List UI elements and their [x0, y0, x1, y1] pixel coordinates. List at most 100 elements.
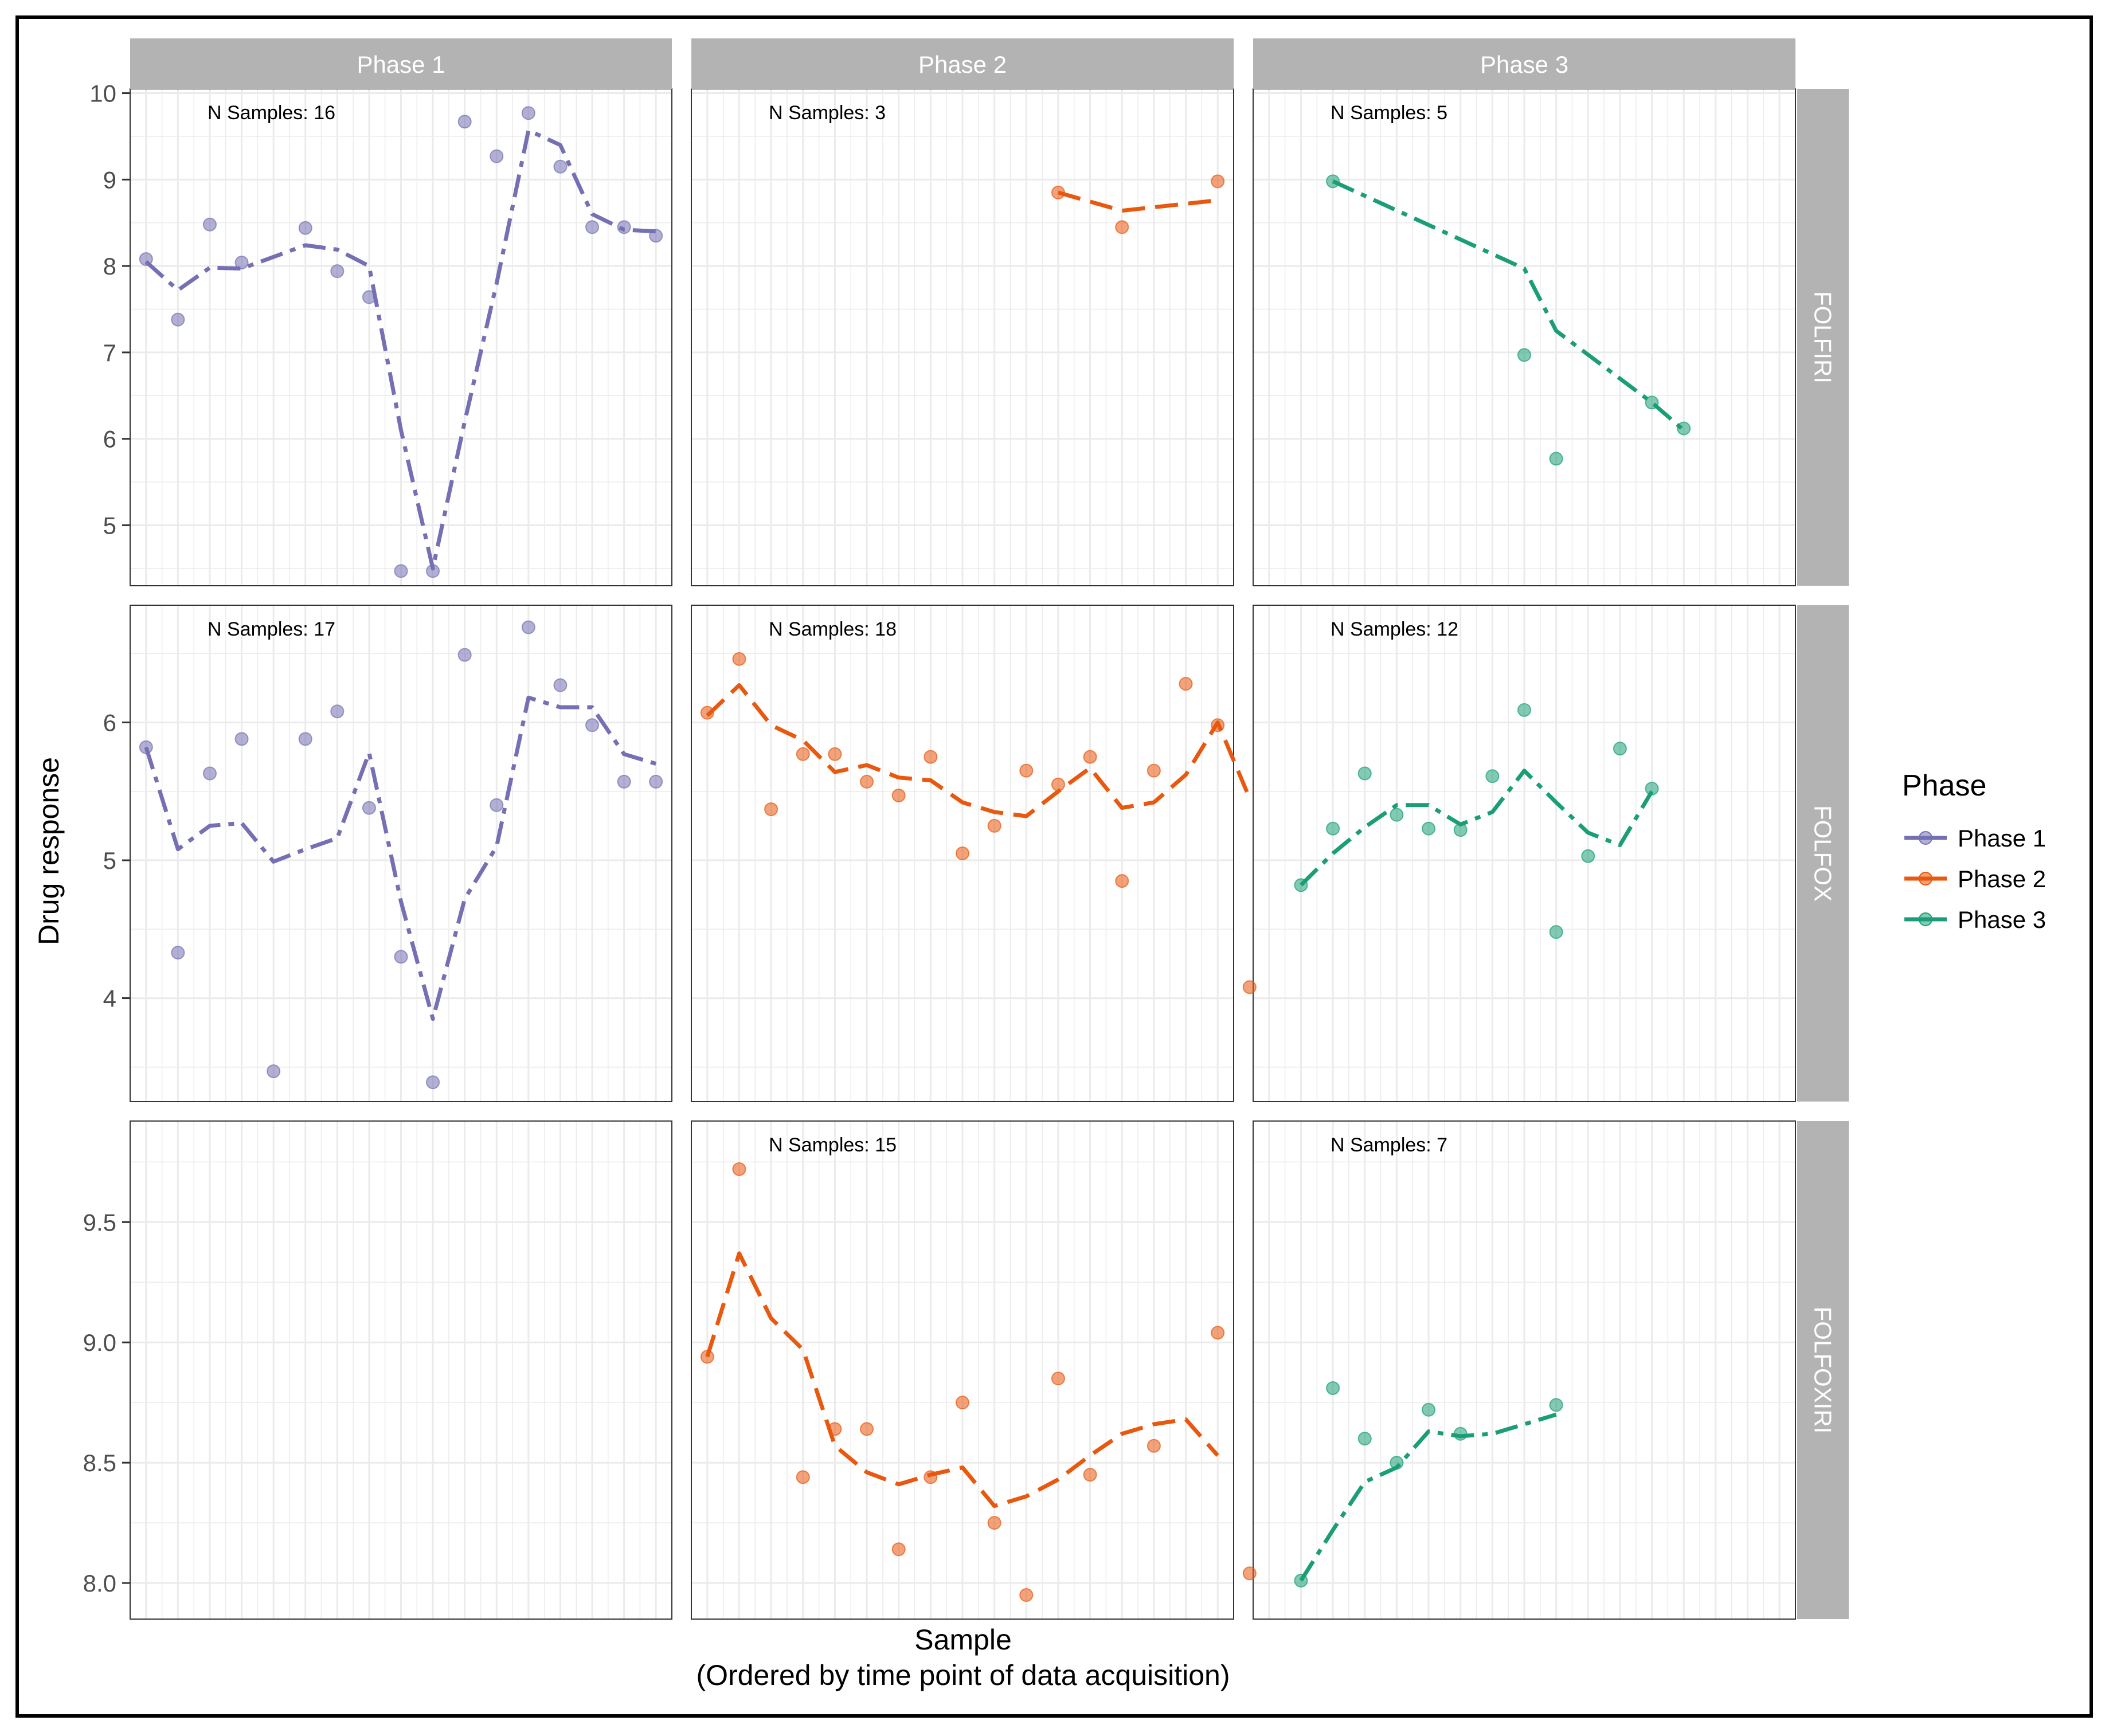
- data-point-r1-c1-9: [987, 818, 1001, 833]
- data-point-r2-c1-9: [1051, 1371, 1065, 1386]
- data-point-r1-c0-0: [139, 740, 153, 754]
- row-strip-label-1: FOLFOX: [1810, 805, 1837, 902]
- data-point-r1-c1-10: [1019, 763, 1034, 778]
- data-point-r0-c0-2: [202, 217, 217, 232]
- annotation-r1-c0: N Samples: 17: [208, 618, 335, 640]
- row-strip-2: [1797, 1121, 1849, 1619]
- data-point-r1-c2-4: [1422, 821, 1436, 836]
- panel-data-r2-c1: N Samples: 15: [700, 1134, 1257, 1602]
- data-point-r1-c2-9: [1581, 849, 1595, 863]
- y-tick-label-r1: 4: [103, 985, 116, 1012]
- data-point-r1-c0-13: [553, 678, 568, 692]
- series-line-r0-c2: [1332, 179, 1685, 432]
- data-point-r2-c1-2: [828, 1422, 842, 1436]
- row-strip-label-0: FOLFIRI: [1810, 291, 1837, 383]
- panel-r2-c1: [691, 1120, 1234, 1620]
- column-strip-1: [691, 38, 1234, 89]
- panel-data-r0-c1: N Samples: 3: [769, 102, 1225, 234]
- panel-data-r1-c0: N Samples: 17: [139, 618, 663, 1090]
- data-point-r1-c0-4: [267, 1064, 281, 1079]
- axes-layer: 5 6 7 8 9 10 4 5 6 8.0 8.5 9.0 9.5: [83, 80, 130, 1597]
- data-point-r1-c1-8: [956, 847, 969, 860]
- series-line-r0-c0: [144, 128, 656, 571]
- data-point-r1-c2-0: [1294, 878, 1308, 892]
- data-point-r2-c1-10: [1083, 1468, 1097, 1482]
- data-point-r0-c1-0: [1051, 185, 1065, 199]
- data-point-r1-c0-16: [649, 774, 663, 789]
- data-point-r2-c1-13: [1242, 1566, 1257, 1581]
- data-point-r1-c2-1: [1326, 821, 1340, 836]
- legend-label-2: Phase 3: [1958, 906, 2046, 933]
- panel-border: [691, 605, 1234, 1102]
- data-point-r1-c1-4: [828, 747, 842, 761]
- column-strip-label-1: Phase 2: [918, 51, 1007, 78]
- data-point-r1-c0-7: [362, 801, 376, 815]
- data-point-r2-c1-12: [1211, 1326, 1225, 1340]
- series-line-r1-c2: [1300, 769, 1654, 887]
- legend: Phase Phase 1 Phase 2 Phase 3: [1902, 769, 2046, 933]
- data-point-r0-c0-1: [171, 312, 185, 327]
- series-line-r2-c1: [705, 1251, 1219, 1508]
- annotation-r0-c2: N Samples: 5: [1331, 102, 1447, 124]
- y-tick-label-r0: 6: [103, 426, 116, 453]
- x-axis-sublabel: (Ordered by time point of data acquisiti…: [696, 1659, 1230, 1691]
- data-point-r1-c2-6: [1485, 769, 1500, 783]
- data-point-r1-c0-1: [171, 946, 185, 960]
- data-point-r1-c1-11: [1051, 777, 1065, 791]
- data-point-r0-c0-9: [457, 115, 472, 129]
- panel-border: [691, 1120, 1234, 1620]
- data-point-r0-c0-14: [617, 220, 631, 234]
- panel-r0-c0: [130, 88, 672, 586]
- y-tick-label-r2: 8.0: [83, 1570, 116, 1597]
- strips-layer: Phase 1 Phase 2 Phase 3 FOLFIRI FOLFOX FOLFOX…: [130, 38, 1849, 1619]
- y-tick-label-r2: 8.5: [83, 1449, 116, 1476]
- data-point-r1-c0-2: [202, 766, 217, 781]
- y-tick-label-r0: 7: [103, 339, 116, 366]
- data-point-r2-c1-7: [987, 1516, 1001, 1530]
- data-point-r0-c2-2: [1549, 452, 1563, 466]
- row-strip-1: [1797, 605, 1849, 1102]
- data-point-r2-c1-8: [1019, 1588, 1034, 1602]
- annotation-r2-c2: N Samples: 7: [1331, 1134, 1447, 1156]
- legend-label-1: Phase 2: [1958, 865, 2046, 892]
- data-point-r1-c0-10: [457, 648, 472, 662]
- column-strip-label-2: Phase 3: [1480, 51, 1568, 78]
- annotation-r1-c2: N Samples: 12: [1331, 618, 1458, 640]
- data-point-r2-c1-5: [924, 1470, 938, 1484]
- data-point-r2-c2-3: [1390, 1456, 1404, 1470]
- data-point-r1-c0-15: [617, 774, 631, 789]
- legend-title: Phase: [1902, 769, 1986, 802]
- panel-border: [130, 1120, 672, 1620]
- panel-data-r1-c2: N Samples: 12: [1294, 618, 1659, 939]
- data-point-r0-c0-7: [394, 564, 408, 578]
- y-tick-label-r0: 9: [103, 166, 116, 193]
- panel-border: [1253, 1120, 1796, 1620]
- data-point-r2-c2-0: [1294, 1573, 1308, 1588]
- panel-r1-c0: [130, 605, 672, 1102]
- panel-data-r0-c2: N Samples: 5: [1326, 102, 1691, 466]
- y-tick-label-r0: 5: [103, 512, 116, 539]
- row-strip-0: [1797, 89, 1849, 586]
- legend-key-point-0: [1919, 831, 1932, 845]
- data-point-r1-c0-3: [234, 732, 249, 746]
- panels-layer: N Samples: 16 N Samples: 3 N Samples: 5 N S…: [130, 88, 1796, 1620]
- annotation-r0-c0: N Samples: 16: [208, 102, 335, 124]
- data-point-r1-c1-3: [796, 747, 810, 761]
- data-point-r2-c1-6: [956, 1396, 969, 1410]
- panel-r1-c2: [1253, 605, 1796, 1102]
- data-point-r2-c2-6: [1549, 1398, 1563, 1412]
- panel-r2-c2: [1253, 1120, 1796, 1620]
- data-point-r1-c0-9: [426, 1075, 440, 1090]
- data-point-r1-c1-16: [1211, 718, 1225, 732]
- column-strip-2: [1253, 38, 1795, 89]
- stray-point-0: [732, 1162, 746, 1176]
- annotation-r0-c1: N Samples: 3: [769, 102, 886, 124]
- data-point-r0-c0-5: [330, 264, 345, 279]
- data-point-r2-c2-5: [1453, 1427, 1468, 1441]
- annotation-r1-c1: N Samples: 18: [769, 618, 897, 640]
- x-axis-label: Sample: [914, 1624, 1012, 1656]
- panel-r0-c2: [1253, 88, 1796, 586]
- legend-label-0: Phase 1: [1958, 825, 2046, 852]
- data-point-r0-c0-12: [553, 159, 568, 174]
